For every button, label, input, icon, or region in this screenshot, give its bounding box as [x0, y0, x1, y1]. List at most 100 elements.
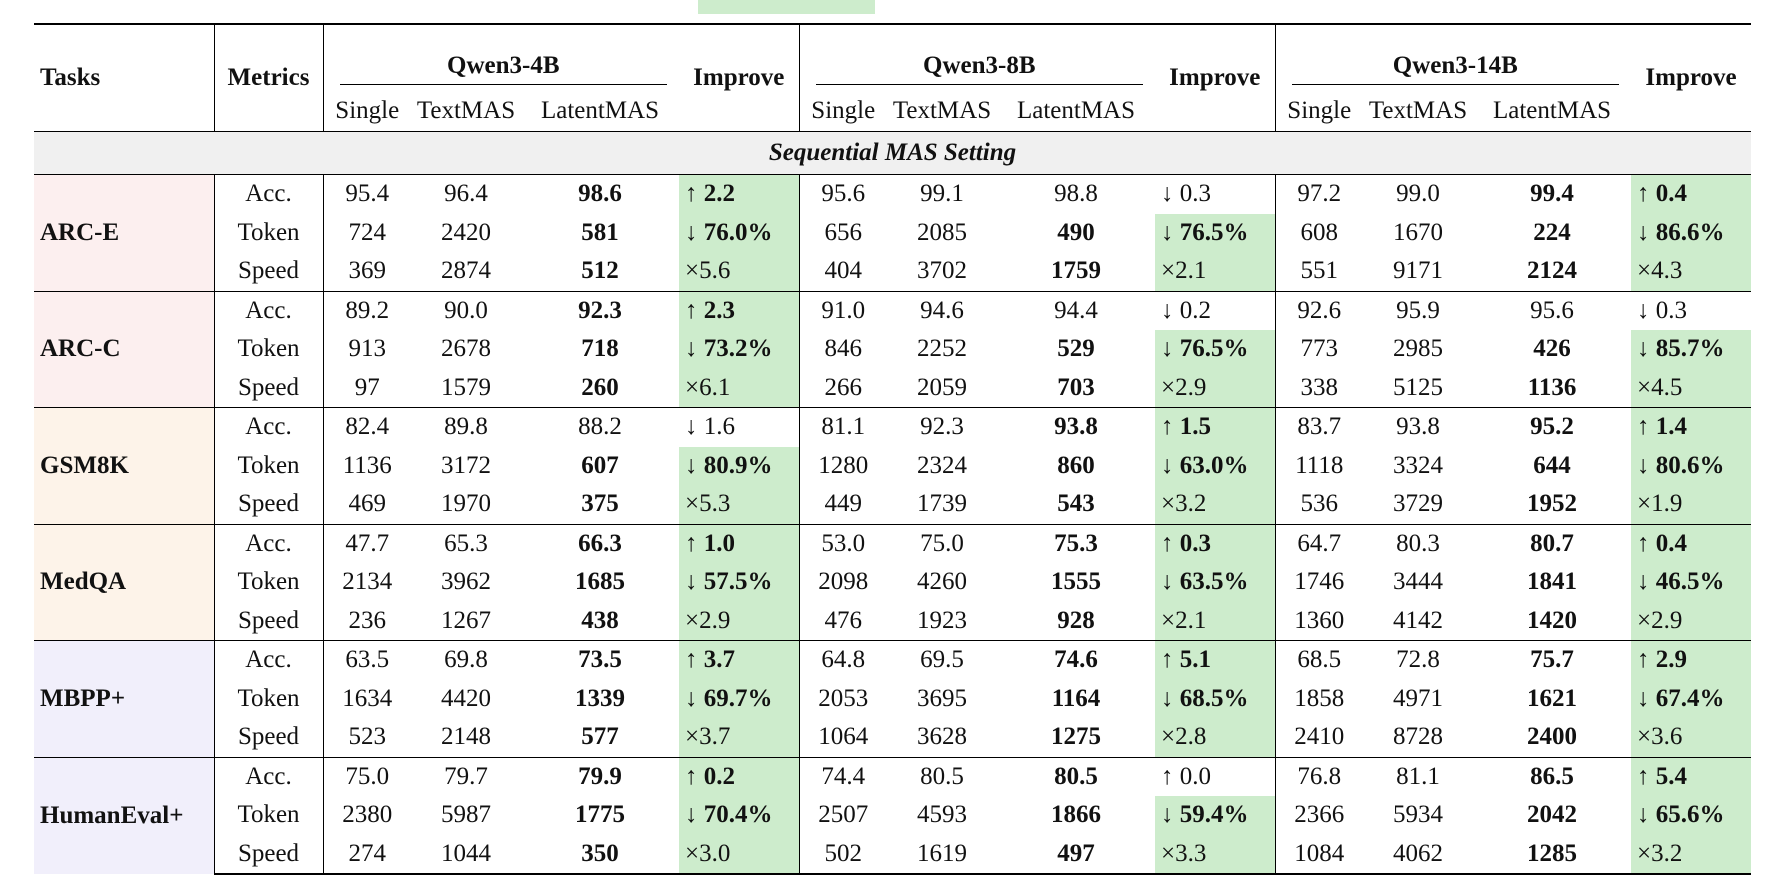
value-cell: 93.8	[997, 407, 1155, 447]
value-cell: 449	[824, 490, 863, 518]
value-cell: 3172	[441, 451, 491, 479]
improve-header: Improve	[1155, 23, 1276, 132]
improve-cell: ↓ 80.6%	[1631, 446, 1752, 485]
metric-name: Token	[214, 679, 324, 718]
value-cell: 1044	[411, 834, 521, 875]
value-cell: 93.8	[1363, 407, 1473, 447]
value-cell: 91.0	[799, 290, 887, 330]
data-row: Token 2134 3962 1685 ↓ 57.5% 2098 4260 1555 ↓ 63…	[34, 563, 1752, 602]
value-cell: 1285	[1473, 834, 1632, 875]
improve-cell: ×1.9	[1631, 485, 1752, 524]
column-header: Single	[811, 97, 876, 124]
improve-cell: ↓ 46.5%	[1631, 563, 1752, 602]
value-cell: 260	[581, 373, 619, 401]
task-name: ARC-C	[34, 290, 215, 408]
metric-name: Acc.	[214, 756, 324, 796]
improve-cell: ↑ 0.0	[1155, 756, 1276, 796]
data-row: Speed 369 2874 512 ×5.6 404 3702 1759 ×2.1 551 917…	[34, 252, 1752, 291]
data-row: ARC-C Acc. 89.2 90.0 92.3 ↑ 2.3 91.0 94.6 94.4 ↓ …	[34, 290, 1752, 408]
metrics-header: Metrics	[214, 23, 324, 132]
task-name: HumanEval+	[34, 756, 215, 874]
improve-cell: ×5.3	[679, 485, 800, 524]
data-row: Speed 523 2148 577 ×3.7 1064 3628 1275 ×2.8 2410 8…	[34, 718, 1752, 757]
data-row: Token 724 2420 581 ↓ 76.0% 656 2085 490 ↓ 76.5% 6…	[34, 213, 1752, 252]
value-cell: 98.6	[578, 180, 622, 208]
value-cell: 3962	[441, 568, 491, 596]
improve-cell: ↑ 0.4	[1631, 523, 1752, 563]
value-cell: 724	[348, 218, 387, 246]
data-row: Speed 274 1044 350 ×3.0 502 1619 497 ×3.3 1084 406…	[34, 834, 1752, 875]
value-cell: 83.7	[1275, 407, 1363, 447]
improve-header: Improve	[1631, 23, 1752, 132]
value-cell: 656	[824, 218, 863, 246]
metric-name: Acc.	[214, 407, 324, 447]
value-cell: 4420	[441, 684, 491, 712]
value-cell: 274	[323, 834, 411, 875]
improve-header: Improve	[679, 23, 800, 132]
value-cell: 89.2	[323, 290, 411, 330]
value-cell: 73.5	[521, 640, 679, 680]
value-cell: 2400	[1527, 723, 1578, 751]
value-cell: 1360	[1294, 606, 1345, 634]
value-cell: 1619	[887, 834, 997, 875]
improve-cell: ↑ 3.7	[679, 640, 800, 680]
data-row: Token 913 2678 718 ↓ 73.2% 846 2252 529 ↓ 76.5% 7…	[34, 330, 1752, 369]
value-cell: 2053	[818, 684, 869, 712]
value-cell: 523	[348, 723, 387, 751]
value-cell: 4593	[917, 801, 967, 829]
improve-cell: ↓ 65.6%	[1631, 796, 1752, 835]
value-cell: 1555	[1051, 568, 1101, 596]
data-row: MBPP+ Acc. 63.5 69.8 73.5 ↑ 3.7 64.8 69.5 74.6 ↑ …	[34, 640, 1752, 757]
value-cell: 2085	[917, 218, 967, 246]
value-cell: 2124	[1527, 257, 1578, 285]
improve-cell: ×2.9	[679, 601, 800, 641]
improve-cell: ×2.9	[1631, 601, 1752, 641]
value-cell: 79.7	[411, 756, 521, 796]
model-name: Qwen3-14B	[1291, 52, 1620, 85]
value-cell: 1841	[1527, 568, 1578, 596]
value-cell: 80.7	[1473, 523, 1632, 563]
improve-cell: ↑ 0.2	[679, 756, 800, 796]
value-cell: 2134	[342, 568, 393, 596]
task-name: GSM8K	[34, 407, 215, 524]
improve-cell: ×3.7	[679, 718, 800, 757]
value-cell: 68.5	[1275, 640, 1363, 680]
value-cell: 4062	[1363, 834, 1473, 875]
value-cell: 81.1	[1363, 756, 1473, 796]
improve-cell: ↓ 80.9%	[679, 446, 800, 485]
value-cell: 1866	[1051, 801, 1101, 829]
metric-name: Token	[214, 563, 324, 602]
improve-cell: ↑ 2.2	[679, 174, 800, 214]
value-cell: 53.0	[799, 523, 887, 563]
improve-cell: ↑ 5.4	[1631, 756, 1752, 796]
value-cell: 75.0	[887, 523, 997, 563]
improve-cell: ×3.0	[679, 834, 800, 875]
value-cell: 369	[348, 257, 387, 285]
value-cell: 4260	[917, 568, 967, 596]
value-cell: 92.3	[887, 407, 997, 447]
improve-cell: ↓ 76.5%	[1155, 213, 1276, 252]
value-cell: 9171	[1393, 257, 1443, 285]
value-cell: 224	[1533, 218, 1571, 246]
value-cell: 1746	[1294, 568, 1345, 596]
value-cell: 1275	[1051, 723, 1101, 751]
value-cell: 74.4	[799, 756, 887, 796]
section-row: Sequential MAS Setting	[34, 131, 1752, 175]
metric-name: Acc.	[214, 290, 324, 330]
value-cell: 1923	[917, 606, 967, 634]
improve-cell: ↓ 69.7%	[679, 679, 800, 718]
improve-cell: ↓ 59.4%	[1155, 796, 1276, 835]
value-cell: 4142	[1393, 606, 1443, 634]
value-cell: 644	[1533, 451, 1571, 479]
improve-cell: ×3.2	[1155, 485, 1276, 524]
value-cell: 75.3	[997, 523, 1155, 563]
value-cell: 2874	[441, 257, 491, 285]
value-cell: 608	[1300, 218, 1339, 246]
value-cell: 95.6	[821, 180, 866, 208]
data-row: ARC-E Acc. 95.4 96.4 98.6 ↑ 2.2 95.6 99.1 98.8 ↓ …	[34, 174, 1752, 291]
model-name: Qwen3-8B	[815, 52, 1143, 85]
value-cell: 1064	[818, 723, 869, 751]
value-cell: 490	[1057, 218, 1095, 246]
metric-name: Token	[214, 796, 324, 835]
value-cell: 2507	[818, 801, 869, 829]
